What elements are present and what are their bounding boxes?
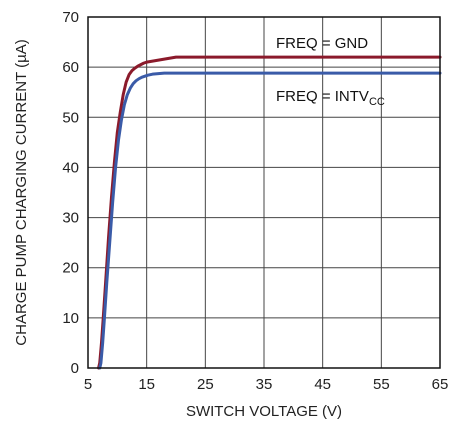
- series-label-freq-intvcc: FREQ = INTVCC: [276, 88, 385, 108]
- y-tick-label: 30: [62, 210, 79, 227]
- y-tick-label: 10: [62, 310, 79, 327]
- y-tick-label: 50: [62, 109, 79, 126]
- series-line-1: [98, 71, 442, 370]
- y-tick-label: 70: [62, 9, 79, 26]
- x-tick-label: 35: [256, 376, 273, 393]
- grid: [88, 17, 440, 368]
- tick-labels: 5 15 25 35 45 55 65 0 10 20 30 40 50 60 70: [62, 9, 448, 393]
- series-label-subscript: CC: [369, 96, 385, 108]
- y-tick-label: 20: [62, 260, 79, 277]
- x-tick-label: 25: [197, 376, 214, 393]
- y-tick-label: 0: [71, 360, 79, 377]
- series-line-0: [97, 55, 442, 370]
- series-lines: [97, 55, 442, 370]
- plot-border: [87, 16, 441, 369]
- x-tick-label: 15: [138, 376, 155, 393]
- x-tick-label: 55: [373, 376, 390, 393]
- x-tick-label: 5: [84, 376, 92, 393]
- y-tick-label: 60: [62, 59, 79, 76]
- plot-frame: [87, 16, 441, 369]
- y-tick-label: 40: [62, 159, 79, 176]
- x-axis-title: SWITCH VOLTAGE (V): [186, 403, 342, 420]
- y-axis-title: CHARGE PUMP CHARGING CURRENT (µA): [13, 39, 30, 345]
- x-tick-label: 45: [314, 376, 331, 393]
- series-label-freq-gnd: FREQ = GND: [276, 35, 368, 52]
- x-tick-label: 65: [432, 376, 449, 393]
- series-label-main: FREQ = INTV: [276, 88, 369, 105]
